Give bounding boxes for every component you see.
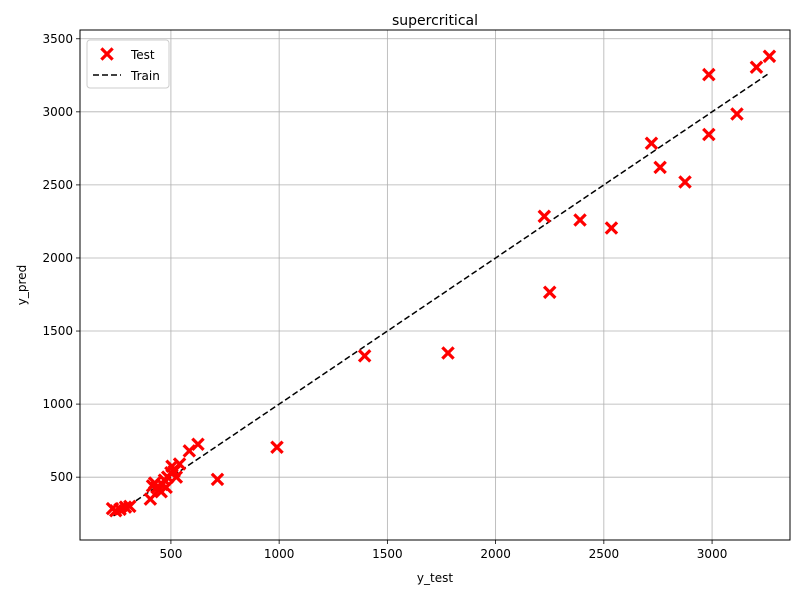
plot-frame xyxy=(79,29,791,541)
test-series xyxy=(105,49,777,518)
test-point xyxy=(702,127,716,142)
test-point xyxy=(749,60,764,75)
y-axis-label: y_pred xyxy=(15,265,29,305)
test-point xyxy=(270,440,284,454)
test-point xyxy=(357,349,372,363)
test-point xyxy=(169,470,184,484)
chart-title: supercritical xyxy=(392,13,478,29)
test-point xyxy=(159,480,173,495)
test-point xyxy=(730,107,744,121)
test-point xyxy=(172,457,187,471)
y-tick-label: 1000 xyxy=(42,397,73,411)
test-point xyxy=(678,175,692,189)
y-tick-label: 2500 xyxy=(42,178,73,192)
y-tick-label: 2000 xyxy=(42,251,73,265)
legend-train-label: Train xyxy=(130,69,160,83)
test-point xyxy=(702,67,716,82)
x-tick-label: 2500 xyxy=(589,547,620,561)
x-tick-label: 2000 xyxy=(480,547,511,561)
grid-lines xyxy=(80,30,790,540)
test-point xyxy=(604,221,619,235)
x-tick-label: 1500 xyxy=(372,547,403,561)
y-ticks: 500 1000 1500 2000 2500 3000 3500 xyxy=(42,32,80,484)
legend-test-x-marker xyxy=(100,47,114,61)
legend-test-marker xyxy=(100,47,114,61)
x-axis-label: y_test xyxy=(417,571,453,585)
test-point xyxy=(441,346,455,360)
train-line xyxy=(113,72,770,517)
legend: Test Train xyxy=(86,39,170,89)
test-point xyxy=(123,499,137,514)
test-point xyxy=(143,492,158,506)
x-tick-label: 1000 xyxy=(264,547,295,561)
x-tick-label: 500 xyxy=(159,547,182,561)
test-point xyxy=(653,160,667,175)
legend-test-label: Test xyxy=(130,48,155,62)
test-point xyxy=(537,209,552,224)
y-tick-label: 1500 xyxy=(42,324,73,338)
train-series xyxy=(113,72,770,517)
y-tick-label: 3000 xyxy=(42,105,73,119)
test-point xyxy=(191,437,205,452)
test-point xyxy=(542,285,557,300)
x-tick-label: 3000 xyxy=(697,547,728,561)
test-point xyxy=(210,472,225,487)
y-tick-label: 3500 xyxy=(42,32,73,46)
test-point xyxy=(762,49,777,64)
y-tick-label: 500 xyxy=(50,470,73,484)
plot-area xyxy=(80,30,790,540)
test-point xyxy=(644,136,659,151)
x-ticks: 500 1000 1500 2000 2500 3000 xyxy=(159,540,727,561)
test-point xyxy=(573,213,587,227)
